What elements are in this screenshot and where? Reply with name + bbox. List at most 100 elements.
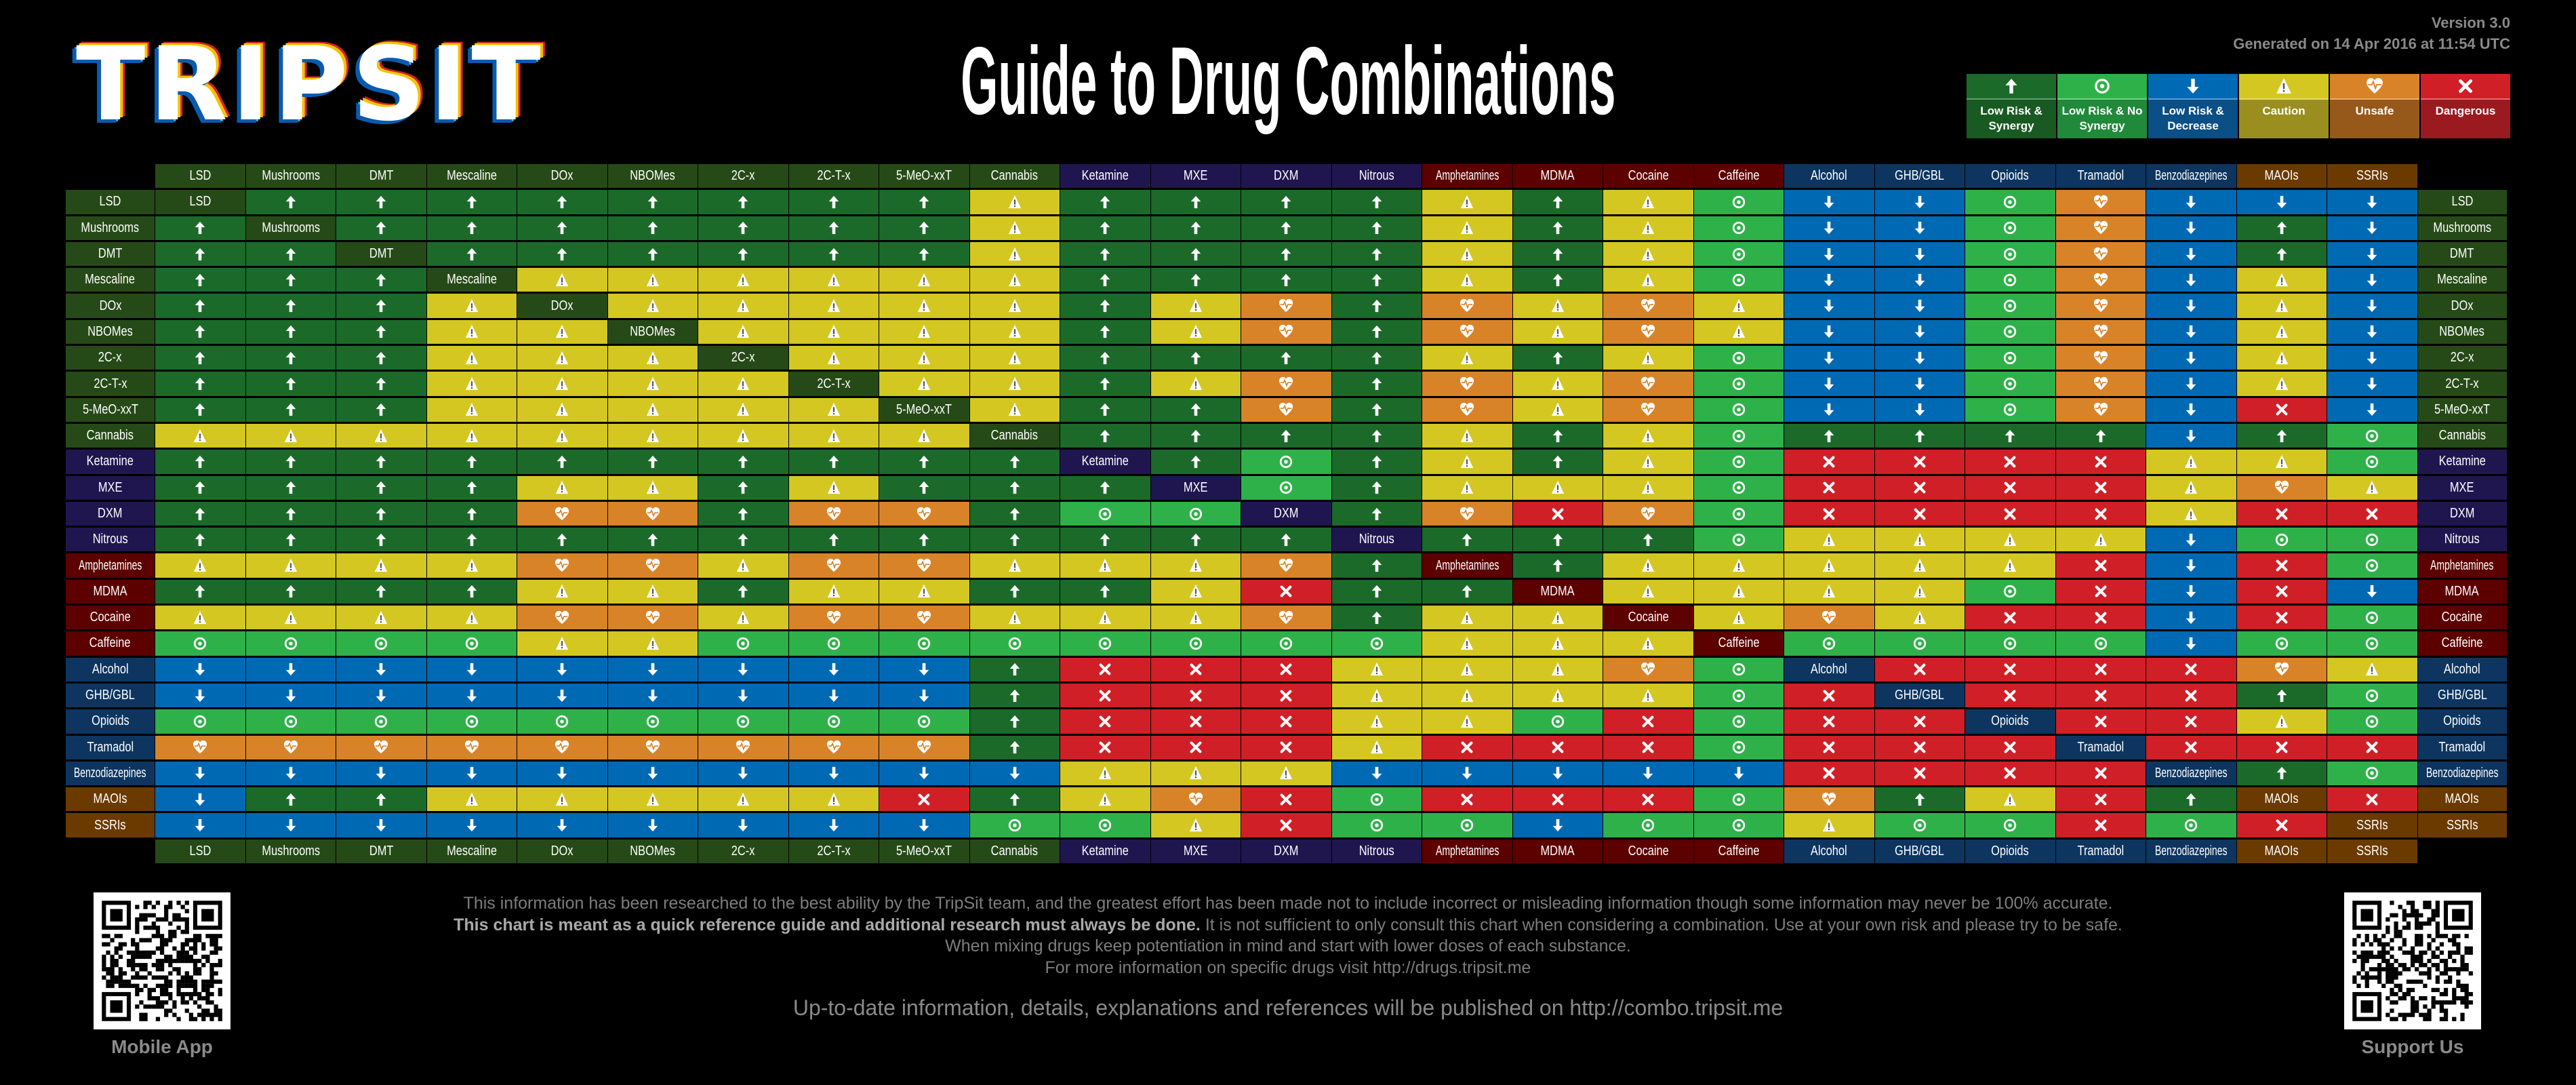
combo-cell[interactable] xyxy=(607,423,698,448)
combo-cell[interactable] xyxy=(1965,319,2055,344)
combo-cell[interactable] xyxy=(2236,709,2327,734)
combo-cell[interactable] xyxy=(1150,501,1241,526)
combo-cell[interactable] xyxy=(879,319,969,344)
combo-cell[interactable] xyxy=(2055,294,2146,318)
combo-cell[interactable] xyxy=(1331,241,1422,267)
combo-cell[interactable] xyxy=(879,657,969,682)
combo-cell[interactable] xyxy=(2055,190,2146,214)
combo-cell[interactable] xyxy=(1060,787,1150,812)
combo-cell[interactable] xyxy=(155,319,245,344)
combo-cell[interactable] xyxy=(336,294,426,318)
combo-cell[interactable] xyxy=(245,501,336,526)
combo-cell[interactable] xyxy=(879,216,969,240)
combo-cell[interactable] xyxy=(1241,319,1331,344)
combo-cell[interactable] xyxy=(1965,475,2055,500)
combo-cell[interactable] xyxy=(1965,216,2055,240)
combo-cell[interactable] xyxy=(1784,787,1874,812)
combo-cell[interactable] xyxy=(969,631,1060,656)
combo-cell[interactable] xyxy=(1241,528,1331,552)
combo-cell[interactable] xyxy=(336,475,426,500)
combo-cell[interactable] xyxy=(1331,397,1422,422)
combo-cell[interactable] xyxy=(607,346,698,370)
combo-cell[interactable] xyxy=(1874,501,1965,526)
combo-cell[interactable] xyxy=(2327,216,2417,240)
combo-cell[interactable] xyxy=(1512,294,1603,318)
combo-cell[interactable] xyxy=(607,501,698,526)
combo-cell[interactable] xyxy=(517,346,607,370)
combo-cell[interactable] xyxy=(2055,423,2146,448)
combo-cell[interactable] xyxy=(1693,216,1784,240)
combo-cell[interactable] xyxy=(1874,241,1965,267)
combo-cell[interactable] xyxy=(155,423,245,448)
combo-cell[interactable] xyxy=(1422,579,1512,604)
combo-cell[interactable] xyxy=(1060,475,1150,500)
combo-cell[interactable] xyxy=(1693,475,1784,500)
combo-cell[interactable] xyxy=(2146,787,2236,812)
combo-cell[interactable] xyxy=(336,553,426,578)
combo-cell[interactable] xyxy=(1874,450,1965,474)
combo-cell[interactable] xyxy=(879,631,969,656)
combo-cell[interactable] xyxy=(969,813,1060,837)
combo-cell[interactable] xyxy=(1512,631,1603,656)
combo-cell[interactable] xyxy=(1965,450,2055,474)
combo-cell[interactable] xyxy=(155,683,245,708)
combo-cell[interactable] xyxy=(2327,657,2417,682)
combo-cell[interactable] xyxy=(1150,528,1241,552)
combo-cell[interactable] xyxy=(879,294,969,318)
combo-cell[interactable] xyxy=(336,528,426,552)
combo-cell[interactable] xyxy=(1784,346,1874,370)
combo-cell[interactable] xyxy=(1060,631,1150,656)
combo-cell[interactable] xyxy=(1060,709,1150,734)
combo-cell[interactable] xyxy=(2055,346,2146,370)
combo-cell[interactable] xyxy=(1060,319,1150,344)
combo-cell[interactable] xyxy=(698,475,788,500)
combo-cell[interactable] xyxy=(1874,606,1965,630)
combo-cell[interactable] xyxy=(245,241,336,267)
combo-cell[interactable] xyxy=(879,606,969,630)
combo-cell[interactable] xyxy=(2146,190,2236,214)
combo-cell[interactable] xyxy=(879,190,969,214)
combo-cell[interactable] xyxy=(1150,761,1241,786)
combo-cell[interactable] xyxy=(1965,579,2055,604)
combo-cell[interactable] xyxy=(1241,553,1331,578)
combo-cell[interactable] xyxy=(155,397,245,422)
combo-cell[interactable] xyxy=(2236,813,2327,837)
combo-cell[interactable] xyxy=(1512,761,1603,786)
combo-cell[interactable] xyxy=(2327,501,2417,526)
combo-cell[interactable] xyxy=(336,683,426,708)
combo-cell[interactable] xyxy=(155,553,245,578)
combo-cell[interactable] xyxy=(2236,216,2327,240)
combo-cell[interactable] xyxy=(155,735,245,760)
combo-cell[interactable] xyxy=(1965,657,2055,682)
combo-cell[interactable] xyxy=(1693,709,1784,734)
combo-cell[interactable] xyxy=(517,397,607,422)
combo-cell[interactable] xyxy=(788,241,879,267)
combo-cell[interactable] xyxy=(1603,450,1693,474)
combo-cell[interactable] xyxy=(1331,787,1422,812)
combo-cell[interactable] xyxy=(2055,475,2146,500)
combo-cell[interactable] xyxy=(1603,501,1693,526)
combo-cell[interactable] xyxy=(788,606,879,630)
combo-cell[interactable] xyxy=(788,787,879,812)
combo-cell[interactable] xyxy=(426,606,517,630)
combo-cell[interactable] xyxy=(2236,423,2327,448)
combo-cell[interactable] xyxy=(517,553,607,578)
combo-cell[interactable] xyxy=(1693,579,1784,604)
combo-cell[interactable] xyxy=(1422,813,1512,837)
combo-cell[interactable] xyxy=(698,397,788,422)
combo-cell[interactable] xyxy=(788,657,879,682)
combo-cell[interactable] xyxy=(788,294,879,318)
combo-cell[interactable] xyxy=(607,735,698,760)
combo-cell[interactable] xyxy=(1422,397,1512,422)
combo-cell[interactable] xyxy=(1150,190,1241,214)
combo-cell[interactable] xyxy=(1965,606,2055,630)
combo-cell[interactable] xyxy=(1150,657,1241,682)
combo-cell[interactable] xyxy=(788,397,879,422)
combo-cell[interactable] xyxy=(1150,579,1241,604)
combo-cell[interactable] xyxy=(2327,319,2417,344)
combo-cell[interactable] xyxy=(1150,553,1241,578)
disclaimer-line-4[interactable]: For more information on specific drugs v… xyxy=(1045,958,1531,977)
combo-cell[interactable] xyxy=(2327,450,2417,474)
combo-cell[interactable] xyxy=(245,475,336,500)
combo-cell[interactable] xyxy=(698,528,788,552)
